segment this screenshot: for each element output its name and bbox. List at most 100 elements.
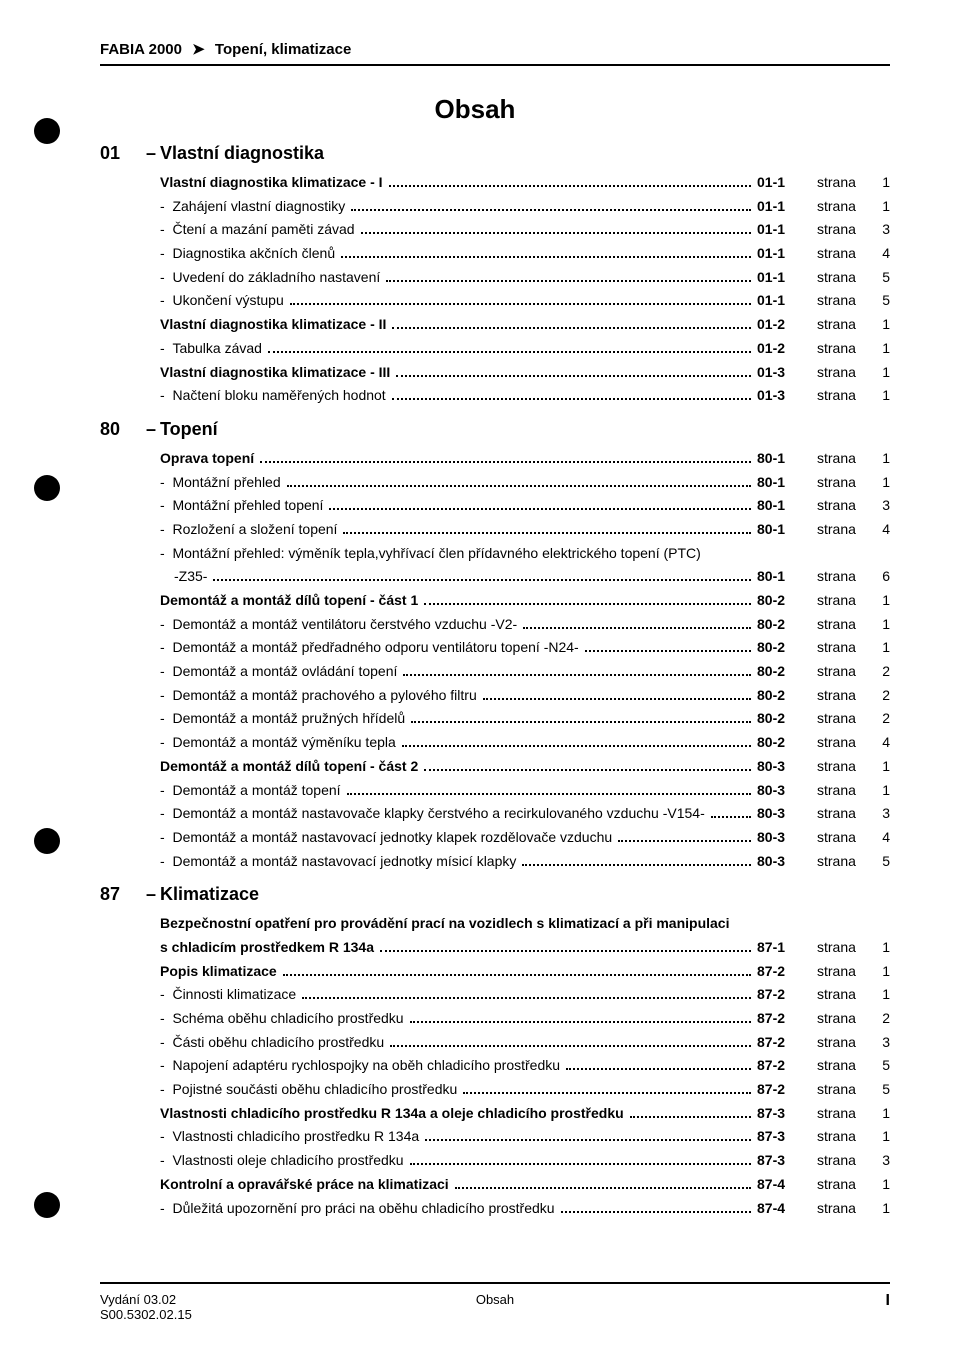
toc-code: 80-1 <box>757 495 807 517</box>
strana-label: strana <box>807 590 872 612</box>
toc-row: Vlastnosti chladicího prostředku R 134a8… <box>160 1126 890 1148</box>
leader-dots <box>287 477 751 487</box>
toc-page: 1 <box>872 937 890 959</box>
toc-code: 01-2 <box>757 338 807 360</box>
toc-code: 01-1 <box>757 243 807 265</box>
toc-row: Ukončení výstupu01-1strana5 <box>160 290 890 312</box>
leader-dots <box>411 714 751 724</box>
strana-label: strana <box>807 314 872 336</box>
toc-row: Čtení a mazání paměti závad01-1strana3 <box>160 219 890 241</box>
toc-code: 01-1 <box>757 196 807 218</box>
section-number: 01 <box>100 143 146 164</box>
toc-label: Důležitá upozornění pro práci na oběhu c… <box>160 1198 555 1220</box>
toc-page: 1 <box>872 385 890 407</box>
toc-page: 5 <box>872 851 890 873</box>
strana-label: strana <box>807 219 872 241</box>
leader-dots <box>260 453 751 463</box>
toc-label: Demontáž a montáž předřadného odporu ven… <box>160 637 579 659</box>
toc-code: 87-2 <box>757 1079 807 1101</box>
toc-page: 2 <box>872 708 890 730</box>
toc-page: 1 <box>872 1126 890 1148</box>
strana-label: strana <box>807 495 872 517</box>
toc-page: 1 <box>872 1174 890 1196</box>
toc-row: Kontrolní a opravářské práce na klimatiz… <box>160 1174 890 1196</box>
toc-page: 1 <box>872 172 890 194</box>
section-number: 80 <box>100 419 146 440</box>
toc-label: Montážní přehled topení <box>160 495 323 517</box>
section-heading: 80–Topení <box>100 419 890 440</box>
toc-page: 1 <box>872 314 890 336</box>
toc-row: Schéma oběhu chladicího prostředku87-2st… <box>160 1008 890 1030</box>
toc-code: 80-3 <box>757 803 807 825</box>
toc-label: Rozložení a složení topení <box>160 519 337 541</box>
section-dash: – <box>146 419 160 440</box>
leader-dots <box>392 391 751 401</box>
toc-code: 80-1 <box>757 566 807 588</box>
toc-label: Bezpečnostní opatření pro provádění prac… <box>160 913 729 935</box>
toc-row: Zahájení vlastní diagnostiky01-1strana1 <box>160 196 890 218</box>
strana-label: strana <box>807 661 872 683</box>
toc-row: Načtení bloku naměřených hodnot01-3stran… <box>160 385 890 407</box>
strana-label: strana <box>807 243 872 265</box>
leader-dots <box>424 761 751 771</box>
leader-dots <box>402 737 751 747</box>
toc-code: 80-1 <box>757 519 807 541</box>
toc-row: Demontáž a montáž výměníku tepla80-2stra… <box>160 732 890 754</box>
footer: Vydání 03.02 S00.5302.02.15 Obsah I <box>100 1282 890 1322</box>
section-dash: – <box>146 143 160 164</box>
section-heading: 87–Klimatizace <box>100 884 890 905</box>
toc-code: 80-3 <box>757 756 807 778</box>
toc-page: 3 <box>872 219 890 241</box>
toc-code: 01-2 <box>757 314 807 336</box>
toc-code: 01-3 <box>757 362 807 384</box>
leader-dots <box>351 201 751 211</box>
strana-label: strana <box>807 1174 872 1196</box>
toc-label: Činnosti klimatizace <box>160 984 296 1006</box>
toc-row: Demontáž a montáž topení80-3strana1 <box>160 780 890 802</box>
strana-label: strana <box>807 961 872 983</box>
toc-page: 2 <box>872 685 890 707</box>
toc-label: Demontáž a montáž ventilátoru čerstvého … <box>160 614 517 636</box>
toc-row: Bezpečnostní opatření pro provádění prac… <box>160 913 890 935</box>
toc-page: 3 <box>872 803 890 825</box>
strana-label: strana <box>807 267 872 289</box>
footer-left: Vydání 03.02 S00.5302.02.15 <box>100 1292 363 1322</box>
toc-row: Demontáž a montáž nastavovací jednotky k… <box>160 827 890 849</box>
page-title: Obsah <box>60 94 890 125</box>
leader-dots <box>390 1037 751 1047</box>
toc-row: Rozložení a složení topení80-1strana4 <box>160 519 890 541</box>
leader-dots <box>711 809 751 819</box>
toc-row: Montážní přehled80-1strana1 <box>160 472 890 494</box>
toc-code: 87-1 <box>757 937 807 959</box>
leader-dots <box>302 990 751 1000</box>
strana-label: strana <box>807 196 872 218</box>
leader-dots <box>523 619 751 629</box>
toc-code: 80-2 <box>757 685 807 707</box>
toc-code: 01-1 <box>757 172 807 194</box>
toc-code: 80-2 <box>757 590 807 612</box>
strana-label: strana <box>807 1126 872 1148</box>
toc-row: Tabulka závad01-2strana1 <box>160 338 890 360</box>
toc-page: 2 <box>872 1008 890 1030</box>
toc-page: 5 <box>872 267 890 289</box>
toc-label: Demontáž a montáž pružných hřídelů <box>160 708 405 730</box>
toc-code: 87-2 <box>757 961 807 983</box>
toc-label: Diagnostika akčních členů <box>160 243 335 265</box>
toc-row: Demontáž a montáž pružných hřídelů80-2st… <box>160 708 890 730</box>
section-title: Klimatizace <box>160 884 890 905</box>
toc-code: 01-1 <box>757 267 807 289</box>
leader-dots <box>341 248 751 258</box>
toc-row: Pojistné součásti oběhu chladicího prost… <box>160 1079 890 1101</box>
footer-pagemark: I <box>627 1292 890 1310</box>
strana-label: strana <box>807 756 872 778</box>
toc-row: Demontáž a montáž nastavovací jednotky m… <box>160 851 890 873</box>
toc-block: Oprava topení80-1strana1Montážní přehled… <box>160 448 890 872</box>
toc-label: Popis klimatizace <box>160 961 277 983</box>
toc-label: Demontáž a montáž topení <box>160 780 341 802</box>
toc-code: 80-2 <box>757 614 807 636</box>
toc-code: 87-2 <box>757 1055 807 1077</box>
toc-label: Napojení adaptéru rychlospojky na oběh c… <box>160 1055 560 1077</box>
strana-label: strana <box>807 803 872 825</box>
strana-label: strana <box>807 637 872 659</box>
strana-label: strana <box>807 708 872 730</box>
